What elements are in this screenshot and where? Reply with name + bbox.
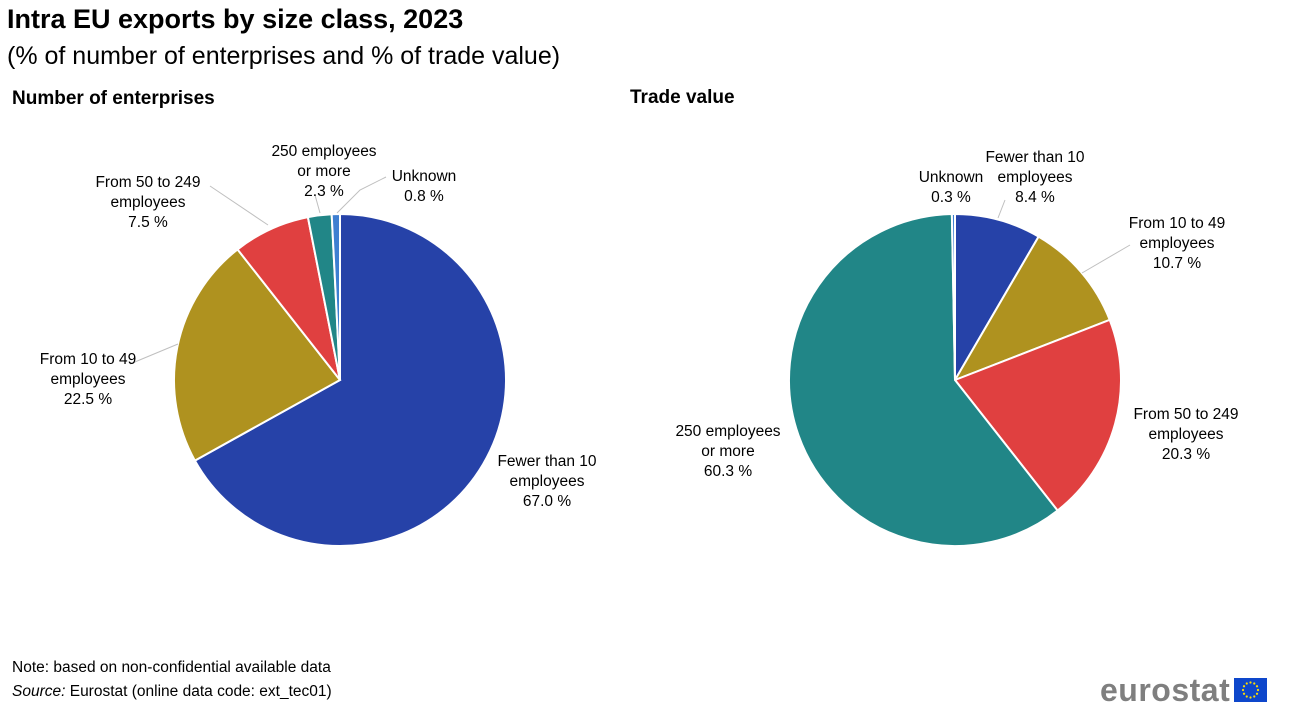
slice-label-line: From 50 to 249: [95, 174, 200, 191]
slice-label: Fewer than 10 employees 67.0 %: [497, 453, 596, 510]
eu-star: [1253, 695, 1256, 698]
slice-label: From 50 to 249 employees 7.5 %: [95, 174, 200, 231]
slice-label-line: 20.3 %: [1162, 446, 1210, 463]
eu-star: [1245, 682, 1249, 685]
leader-line: [997, 199, 1006, 219]
slice-label-line: or more: [701, 443, 754, 460]
leader-line: [209, 185, 269, 226]
eu-star: [1256, 692, 1259, 695]
leader-line: [314, 194, 321, 214]
chart-title: Intra EU exports by size class, 2023: [7, 4, 464, 34]
pie-trade-value: Fewer than 10 employees 8.4 % From 10 to 49…: [675, 149, 1239, 547]
slice-label-line: employees: [510, 473, 585, 490]
eurostat-logo: eurostat: [1100, 671, 1268, 708]
eu-star: [1243, 685, 1246, 688]
slice-label-line: employees: [1149, 426, 1224, 443]
slice-label-line: 0.8 %: [404, 188, 444, 205]
pie-slice-from-50-to-249: [953, 318, 1122, 512]
slice-label: 250 employees or more 2.3 %: [271, 143, 376, 200]
eu-star: [1249, 681, 1252, 684]
slice-label-line: employees: [998, 169, 1073, 186]
slice-label-line: Unknown: [392, 168, 457, 185]
slice-label-line: 8.4 %: [1015, 189, 1055, 206]
slice-label: Unknown 0.3 %: [919, 169, 984, 206]
eu-star: [1249, 696, 1252, 699]
eu-flag-icon: [1234, 678, 1268, 702]
pie-enterprises: Fewer than 10 employees 67.0 % From 10 to 4…: [40, 143, 597, 547]
pie-slice-from-10-to-49: [173, 248, 342, 462]
slice-label-line: Fewer than 10: [497, 453, 596, 470]
pie-slice-unknown: [330, 212, 341, 381]
slice-label-line: employees: [111, 194, 186, 211]
eu-star: [1243, 692, 1246, 695]
slice-label-line: 7.5 %: [128, 214, 168, 231]
slice-label: From 50 to 249 employees 20.3 %: [1133, 406, 1238, 463]
slice-label-line: 250 employees: [271, 143, 376, 160]
pie-slice-over-250: [787, 213, 1059, 547]
slice-label: From 10 to 49 employees 22.5 %: [40, 351, 137, 408]
slice-label-line: From 10 to 49: [40, 351, 137, 368]
slice-label-line: 2.3 %: [304, 183, 344, 200]
slice-label-line: Fewer than 10: [985, 149, 1084, 166]
eu-star: [1256, 685, 1259, 688]
slice-label: From 10 to 49 employees 10.7 %: [1129, 215, 1226, 272]
eu-star: [1242, 688, 1245, 692]
panel-title-enterprises: Number of enterprises: [12, 88, 215, 109]
slice-label: Unknown 0.8 %: [392, 168, 457, 205]
slice-label-line: 67.0 %: [523, 493, 571, 510]
leader-line: [1081, 244, 1131, 274]
eu-star: [1257, 688, 1260, 692]
slice-label-line: From 50 to 249: [1133, 406, 1238, 423]
slice-label-line: From 10 to 49: [1129, 215, 1226, 232]
slice-label-line: 22.5 %: [64, 391, 112, 408]
slice-label: 250 employees or more 60.3 %: [675, 423, 780, 480]
source-label: Source:: [12, 683, 66, 700]
slice-label-line: or more: [297, 163, 350, 180]
eu-star: [1253, 682, 1256, 685]
slice-label-line: 60.3 %: [704, 463, 752, 480]
pie-slice-fewer-than-10: [954, 212, 1040, 384]
leader-line: [129, 343, 179, 365]
slice-label-line: Unknown: [919, 169, 984, 186]
slice-label-line: employees: [51, 371, 126, 388]
leader-line: [336, 176, 387, 214]
slice-label-line: 10.7 %: [1153, 255, 1201, 272]
slice-label: Fewer than 10 employees 8.4 %: [985, 149, 1084, 206]
chart-subtitle: (% of number of enterprises and % of tra…: [7, 42, 561, 70]
pie-slice-unknown: [950, 212, 956, 381]
eurostat-logo-text: eurostat: [1100, 671, 1231, 708]
slice-label-line: 250 employees: [675, 423, 780, 440]
panel-title-trade-value: Trade value: [630, 87, 735, 108]
pie-slice-from-10-to-49: [952, 235, 1112, 382]
source-text: Source: Eurostat (online data code: ext_…: [12, 683, 332, 701]
eu-star: [1245, 695, 1249, 698]
pie-slice-fewer-than-10: [193, 212, 507, 547]
slice-label-line: employees: [1140, 235, 1215, 252]
source-value: Eurostat (online data code: ext_tec01): [65, 683, 332, 700]
note-text: Note: based on non-confidential availabl…: [12, 659, 331, 676]
slice-label-line: 0.3 %: [931, 189, 971, 206]
